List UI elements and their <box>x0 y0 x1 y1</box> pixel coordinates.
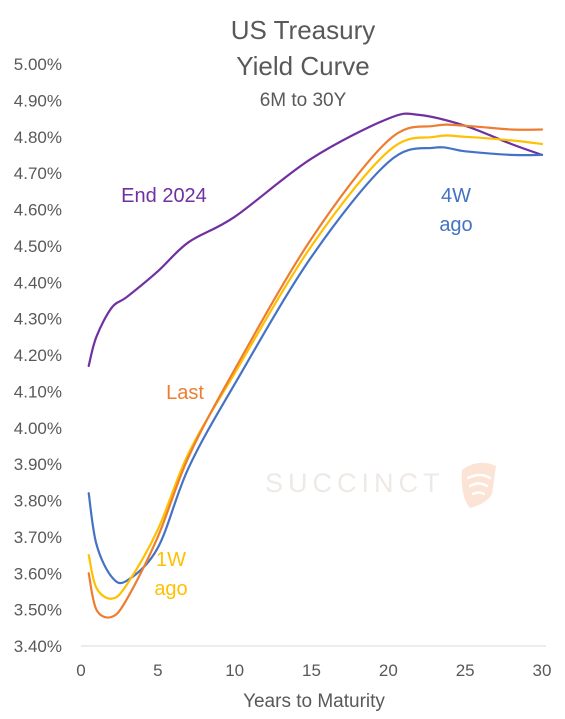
y-tick-label: 3.90% <box>14 455 62 474</box>
watermark-text: SUCCINCT <box>265 468 445 498</box>
y-axis: 3.40% 3.50% 3.60% 3.70% 3.80% 3.90% 4.00% 4.10%… <box>14 55 62 656</box>
y-tick-label: 5.00% <box>14 55 62 74</box>
y-tick-label: 3.40% <box>14 637 62 656</box>
series-lines <box>87 112 544 619</box>
y-tick-label: 4.90% <box>14 91 62 110</box>
y-tick-label: 4.30% <box>14 310 62 329</box>
y-tick-label: 4.40% <box>14 273 62 292</box>
y-tick-label: 4.00% <box>14 419 62 438</box>
series-label-1w-ago: ago <box>154 578 187 600</box>
x-tick-label: 10 <box>225 661 244 680</box>
y-tick-label: 3.50% <box>14 601 62 620</box>
series-line-1w-ago <box>87 134 544 600</box>
x-tick-label: 20 <box>379 661 398 680</box>
y-tick-label: 3.80% <box>14 492 62 511</box>
x-tick-label: 30 <box>533 661 552 680</box>
y-tick-label: 4.80% <box>14 128 62 147</box>
series-line-last <box>87 123 544 619</box>
series-label-4w-ago: 4W <box>441 185 471 207</box>
x-tick-label: 0 <box>76 661 85 680</box>
y-tick-label: 3.70% <box>14 528 62 547</box>
series-line-4w-ago <box>87 146 544 585</box>
chart-subtitle: 6M to 30Y <box>260 90 347 111</box>
y-tick-label: 4.70% <box>14 164 62 183</box>
x-tick-label: 25 <box>456 661 475 680</box>
watermark-logo-icon <box>461 462 496 508</box>
series-label-1w-ago: 1W <box>156 549 186 571</box>
x-axis: 0 5 10 15 20 25 30 <box>76 661 551 680</box>
watermark: SUCCINCT <box>265 462 496 508</box>
series-labels: End 2024 Last 1W ago 4W ago <box>121 185 473 600</box>
y-tick-label: 4.10% <box>14 382 62 401</box>
series-label-end-2024: End 2024 <box>121 185 207 207</box>
chart-title-line-1: US Treasury <box>231 15 376 45</box>
chart-titles: US Treasury Yield Curve 6M to 30Y <box>231 15 376 111</box>
y-tick-label: 4.60% <box>14 201 62 220</box>
chart-title-line-2: Yield Curve <box>236 51 369 81</box>
y-tick-label: 4.20% <box>14 346 62 365</box>
x-axis-title: Years to Maturity <box>243 691 385 712</box>
y-tick-label: 3.60% <box>14 564 62 583</box>
y-tick-label: 4.50% <box>14 237 62 256</box>
series-label-last: Last <box>166 382 204 404</box>
series-label-4w-ago: ago <box>439 214 472 236</box>
x-tick-label: 5 <box>153 661 162 680</box>
x-tick-label: 15 <box>302 661 321 680</box>
